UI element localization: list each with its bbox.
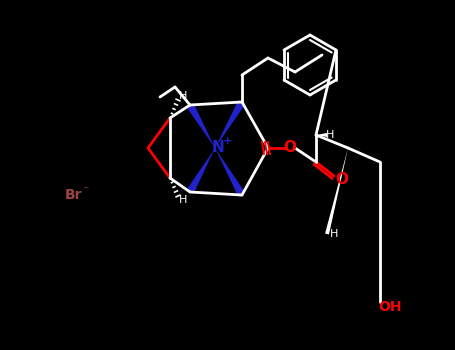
Text: H: H xyxy=(326,130,334,140)
Text: O: O xyxy=(335,173,349,188)
Text: +: + xyxy=(222,136,232,146)
Polygon shape xyxy=(316,133,327,137)
Text: H: H xyxy=(179,195,187,205)
Text: H: H xyxy=(179,91,187,101)
Polygon shape xyxy=(215,148,245,197)
Text: ⁻: ⁻ xyxy=(82,184,88,197)
Text: N: N xyxy=(212,140,224,155)
Polygon shape xyxy=(187,148,215,194)
Text: Br: Br xyxy=(65,188,82,202)
Text: H: H xyxy=(330,229,338,239)
Text: O: O xyxy=(283,140,297,155)
Polygon shape xyxy=(325,148,348,234)
Polygon shape xyxy=(215,100,245,148)
Text: OH: OH xyxy=(378,300,402,314)
Polygon shape xyxy=(187,103,215,148)
